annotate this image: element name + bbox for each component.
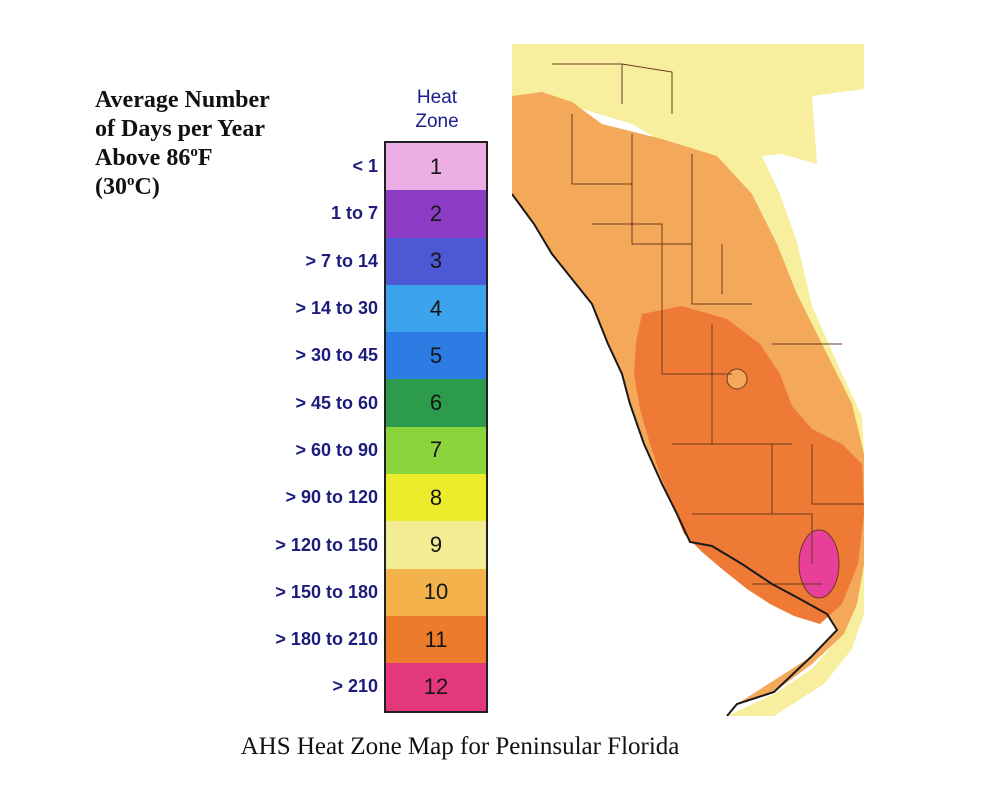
- heat-zone-4-range: > 14 to 30: [295, 298, 378, 319]
- heat-zone-6-range: > 45 to 60: [295, 392, 378, 413]
- heat-zone-12-range: > 210: [332, 676, 378, 697]
- heat-zone-1-range: < 1: [352, 156, 378, 177]
- fahrenheit-unit: F: [197, 145, 213, 171]
- heat-zone-5-range: > 30 to 45: [295, 345, 378, 366]
- heat-zone-9-range: > 120 to 150: [275, 534, 378, 555]
- zone-12-region: [798, 529, 840, 599]
- celsius-prefix: (30: [95, 174, 127, 200]
- heat-zone-4-swatch: 4: [386, 284, 486, 333]
- celsius-unit: C): [134, 174, 160, 200]
- heat-zone-header: Heat Zone: [396, 86, 478, 134]
- county-boundaries: [552, 63, 864, 585]
- legend-title-line-4: (30oC): [95, 173, 335, 202]
- zone-9-region: [512, 44, 864, 716]
- heat-zone-7-range: > 60 to 90: [295, 439, 378, 460]
- florida-heat-zone-map: [512, 44, 864, 716]
- heat-zone-color-bar: 1 2 3 4 5 6 7 8 9 10 11 12: [384, 141, 488, 713]
- heat-zone-2-swatch: 2: [386, 190, 486, 238]
- coastline: [512, 193, 839, 716]
- degree-symbol: o: [190, 144, 198, 160]
- heat-zone-5-swatch: 5: [386, 332, 486, 380]
- fahrenheit-prefix: Above 86: [95, 145, 191, 171]
- legend-title: Average Number of Days per Year Above 86…: [95, 86, 335, 202]
- legend-title-line-1: Average Number: [95, 87, 270, 113]
- legend-title-line-2: of Days per Year: [95, 116, 265, 142]
- heat-zone-6-swatch: 6: [386, 379, 486, 427]
- heat-zone-10-swatch: 10: [386, 568, 486, 616]
- heat-zone-12-swatch: 12: [386, 663, 486, 711]
- heat-zone-8-range: > 90 to 120: [285, 487, 378, 508]
- heat-zone-9-swatch: 9: [386, 521, 486, 569]
- heat-zone-3-range: > 7 to 14: [305, 250, 378, 271]
- heat-zone-header-line-1: Heat: [416, 87, 458, 108]
- heat-zone-3-swatch: 3: [386, 237, 486, 285]
- heat-zone-2-range: 1 to 7: [330, 203, 378, 224]
- zone-10-pocket: [726, 368, 748, 390]
- heat-zone-10-range: > 150 to 180: [275, 581, 378, 602]
- heat-zone-7-swatch: 7: [386, 426, 486, 475]
- map-caption: AHS Heat Zone Map for Peninsular Florida: [240, 733, 680, 760]
- heat-zone-1-swatch: 1: [386, 143, 486, 191]
- heat-zone-8-swatch: 8: [386, 474, 486, 522]
- legend-title-line-3: Above 86oF: [95, 144, 335, 173]
- heat-zone-11-range: > 180 to 210: [275, 629, 378, 650]
- degree-symbol: o: [127, 173, 135, 189]
- heat-zone-11-swatch: 11: [386, 615, 486, 664]
- heat-zone-header-line-2: Zone: [415, 111, 459, 132]
- day-range-labels: < 1 1 to 7 > 7 to 14 > 14 to 30 > 30 to 45 > …: [200, 143, 378, 711]
